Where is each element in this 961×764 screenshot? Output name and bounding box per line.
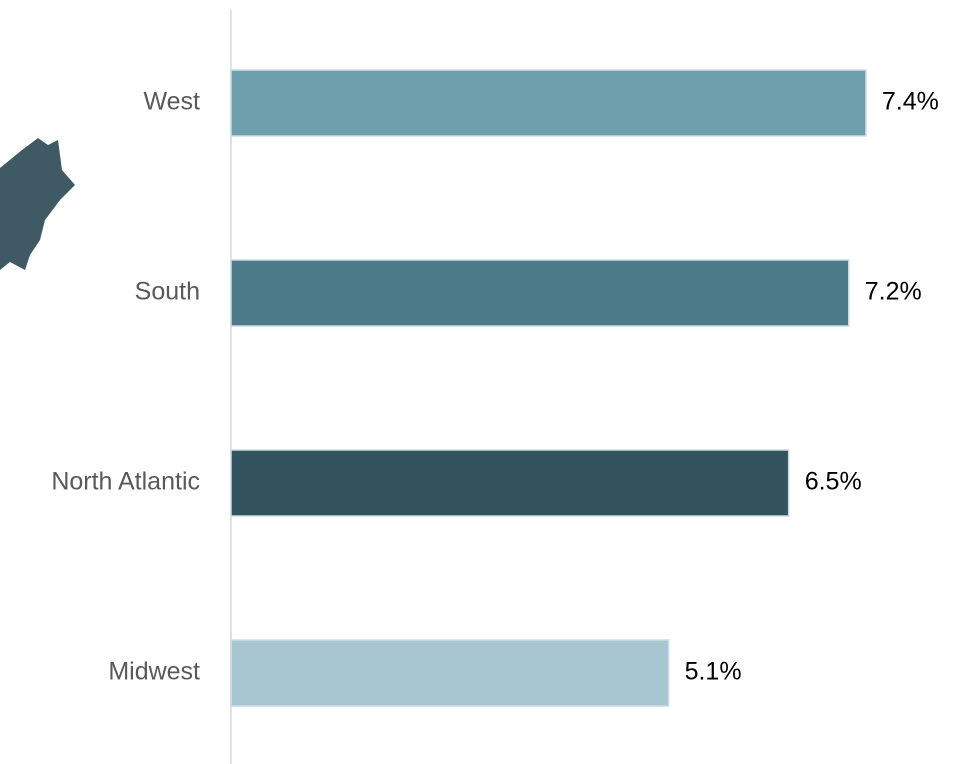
value-label: 5.1% <box>685 658 742 686</box>
bar <box>230 259 850 327</box>
bar <box>230 69 867 137</box>
category-label: West <box>144 88 201 116</box>
value-label: 6.5% <box>805 468 862 496</box>
category-label: North Atlantic <box>51 468 200 496</box>
category-label: Midwest <box>108 658 200 686</box>
region-map-icon <box>0 138 75 270</box>
bar <box>230 639 670 707</box>
bar <box>230 449 790 517</box>
value-label: 7.2% <box>865 278 922 306</box>
value-label: 7.4% <box>882 88 939 116</box>
category-label: South <box>135 278 200 306</box>
